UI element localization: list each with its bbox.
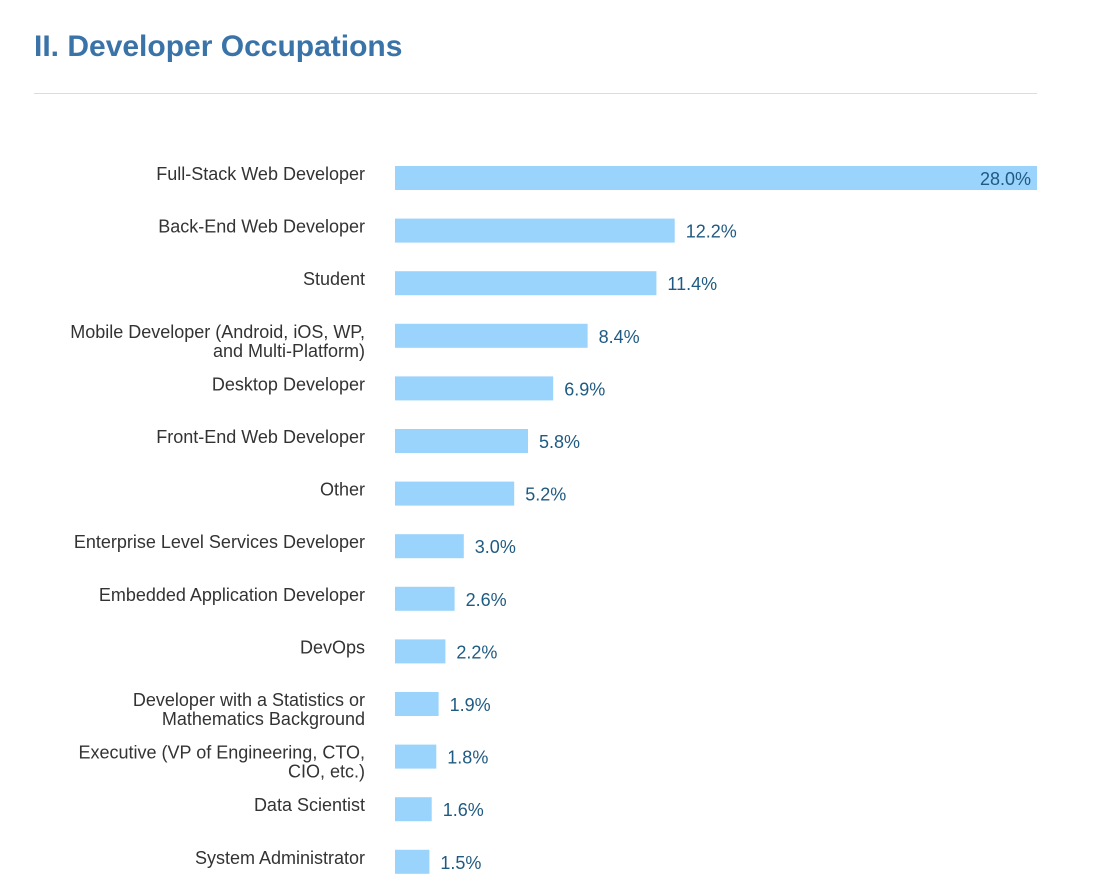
value-label: 2.2%	[456, 642, 497, 662]
bar	[395, 323, 588, 348]
value-label: 1.5%	[440, 853, 481, 873]
category-label: Other	[320, 480, 365, 500]
bar	[395, 849, 430, 874]
category-label: Enterprise Level Services Developer	[74, 532, 365, 552]
bar	[395, 692, 439, 716]
category-label: System Administrator	[195, 848, 365, 868]
category-label: Developer with a Statistics or	[133, 690, 365, 710]
category-label: Front-End Web Developer	[156, 427, 365, 447]
value-label: 5.8%	[539, 432, 580, 452]
value-label: 11.4%	[667, 274, 717, 294]
category-label: Executive (VP of Engineering, CTO,	[79, 743, 365, 763]
value-label: 2.6%	[466, 590, 507, 610]
value-label: 12.2%	[686, 222, 737, 242]
value-label: 1.9%	[450, 695, 491, 715]
title-divider	[34, 93, 1037, 94]
bar	[395, 797, 432, 822]
bar	[395, 429, 528, 453]
bar	[395, 744, 437, 769]
bar	[395, 481, 515, 506]
value-label: 8.4%	[599, 327, 640, 347]
category-label: Embedded Application Developer	[99, 585, 365, 605]
bar	[395, 586, 455, 611]
bar	[395, 218, 675, 243]
value-label: 5.2%	[525, 485, 566, 505]
category-label: Student	[303, 269, 365, 289]
bar	[395, 271, 657, 296]
category-label: Mobile Developer (Android, iOS, WP,	[70, 322, 365, 342]
category-label: CIO, etc.)	[288, 762, 365, 782]
page-title: II. Developer Occupations	[34, 30, 403, 63]
category-label: Back-End Web Developer	[158, 217, 365, 237]
bar	[395, 376, 554, 401]
category-label: Desktop Developer	[212, 374, 365, 394]
bar	[395, 166, 1037, 190]
value-label: 6.9%	[564, 379, 605, 399]
value-label: 1.8%	[447, 748, 488, 768]
bar	[395, 639, 446, 664]
value-label: 1.6%	[443, 800, 484, 820]
category-label: Data Scientist	[254, 795, 365, 815]
category-label: Full-Stack Web Developer	[156, 164, 365, 184]
category-label: and Multi-Platform)	[213, 341, 365, 361]
category-label: DevOps	[300, 637, 365, 657]
value-label: 28.0%	[980, 169, 1031, 189]
category-label: Mathematics Background	[162, 709, 365, 729]
value-label: 3.0%	[475, 537, 516, 557]
bar	[395, 534, 464, 559]
